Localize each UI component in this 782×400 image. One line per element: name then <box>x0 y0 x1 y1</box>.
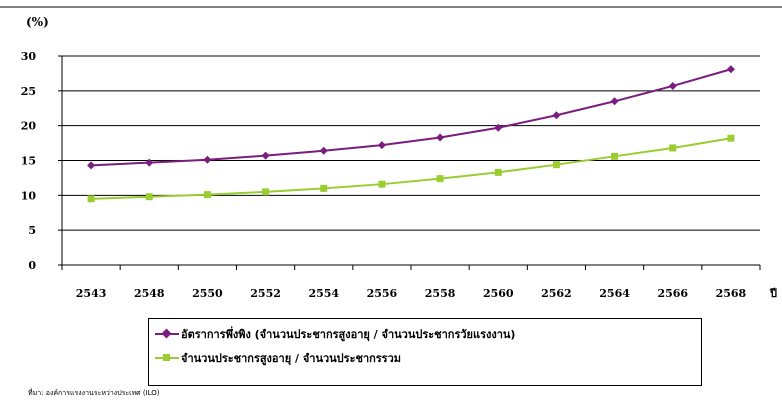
x-tick-label: 2556 <box>367 287 398 300</box>
series-line <box>91 137 732 200</box>
legend: อัตราการพึ่งพิง (จำนวนประชากรสูงอายุ / จ… <box>148 318 702 386</box>
x-tick-label: 2548 <box>134 287 165 300</box>
y-tick-label: 15 <box>21 155 36 168</box>
y-axis-ticks: 0 5 10 15 20 25 30 <box>21 50 62 272</box>
data-point-square <box>145 193 153 201</box>
data-point-square <box>378 180 386 188</box>
data-point-diamond <box>726 65 735 74</box>
series-line <box>91 68 732 167</box>
y-tick-label: 0 <box>28 259 36 272</box>
y-axis-unit-label: (%) <box>26 15 49 29</box>
x-tick-label: 2564 <box>599 287 630 300</box>
data-point-square <box>494 168 502 176</box>
data-point-diamond <box>203 155 212 164</box>
data-point-square <box>727 134 735 142</box>
legend-swatch-diamond-icon <box>155 328 179 339</box>
y-tick-label: 5 <box>28 224 36 237</box>
legend-label: จำนวนประชากรสูงอายุ / จำนวนประชากรรวม <box>181 352 402 365</box>
y-tick-label: 30 <box>21 50 37 63</box>
y-tick-label: 20 <box>21 120 37 133</box>
data-point-square <box>320 184 328 192</box>
data-point-diamond <box>377 141 386 150</box>
x-tick-label: 2550 <box>192 287 223 300</box>
x-tick-label: 2543 <box>76 287 107 300</box>
data-point-square <box>552 161 560 169</box>
data-point-square <box>87 195 95 203</box>
x-tick-label: 2568 <box>716 287 747 300</box>
data-point-square <box>203 191 211 199</box>
series-group <box>87 65 735 203</box>
legend-swatch-square-icon <box>155 353 179 363</box>
data-point-diamond <box>319 146 328 155</box>
source-note: ที่มา: องค์การแรงงานระหว่างประเทศ (ILO) <box>28 389 160 397</box>
legend-label: อัตราการพึ่งพิง (จำนวนประชากรสูงอายุ / จ… <box>181 328 516 341</box>
gridlines <box>62 55 760 231</box>
data-point-square <box>262 188 270 196</box>
x-axis-ticks: 2543 2548 2550 2552 2554 2556 2558 2560 2562 2564… <box>61 265 761 300</box>
x-tick-label: 2554 <box>308 287 339 300</box>
x-axis-suffix-label: ปี <box>769 287 777 300</box>
x-tick-label: 2566 <box>657 287 688 300</box>
y-tick-label: 10 <box>21 189 37 202</box>
data-point-square <box>669 144 677 152</box>
data-point-square <box>611 152 619 160</box>
y-tick-label: 25 <box>21 85 36 98</box>
data-point-diamond <box>87 161 96 170</box>
data-point-diamond <box>261 151 270 160</box>
x-tick-label: 2562 <box>541 287 572 300</box>
x-tick-label: 2552 <box>250 287 281 300</box>
data-point-diamond <box>668 81 677 90</box>
legend-item-elderly-share: จำนวนประชากรสูงอายุ / จำนวนประชากรรวม <box>155 349 401 367</box>
data-point-square <box>436 175 444 183</box>
data-point-diamond <box>610 97 619 106</box>
data-point-diamond <box>145 158 154 167</box>
data-point-diamond <box>436 133 445 142</box>
legend-item-dependency-ratio: อัตราการพึ่งพิง (จำนวนประชากรสูงอายุ / จ… <box>155 325 515 343</box>
data-point-diamond <box>552 111 561 120</box>
x-tick-label: 2558 <box>425 287 456 300</box>
x-tick-label: 2560 <box>483 287 514 300</box>
axes <box>61 56 760 266</box>
data-point-diamond <box>494 123 503 132</box>
